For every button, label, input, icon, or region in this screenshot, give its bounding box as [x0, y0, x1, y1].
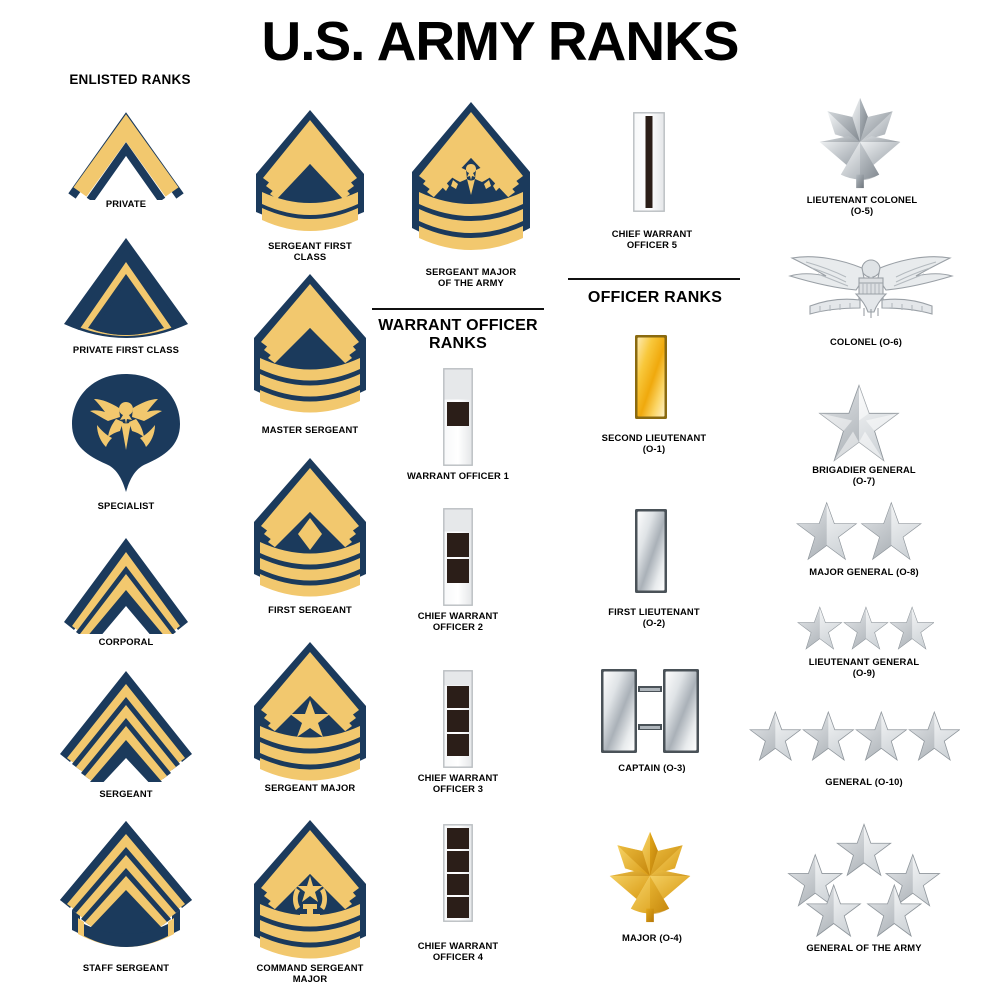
insignia-master-sergeant — [248, 272, 372, 418]
divider-officer — [568, 278, 740, 280]
insignia-first-lieutenant — [634, 508, 668, 594]
insignia-general — [748, 708, 960, 764]
rank-label-private-first-class: PRIVATE FIRST CLASS — [72, 344, 180, 355]
insignia-lieutenant-general — [796, 604, 934, 652]
rank-label-chief-warrant-officer-5: CHIEF WARRANT OFFICER 5 — [611, 228, 693, 251]
rank-label-general-of-the-army: GENERAL OF THE ARMY — [806, 942, 922, 953]
oak-leaf-gold — [609, 831, 691, 923]
section-heading-warrant: WARRANT OFFICER RANKS — [378, 317, 538, 352]
star-quad — [749, 710, 960, 762]
rank-label-corporal: CORPORAL — [98, 636, 154, 647]
rank-label-sergeant: SERGEANT — [99, 788, 153, 799]
rank-label-sergeant-first-class: SERGEANT FIRST CLASS — [268, 240, 352, 263]
rank-label-major-general: MAJOR GENERAL (O-8) — [809, 566, 919, 577]
rank-label-general: GENERAL (O-10) — [825, 776, 903, 787]
insignia-private-first-class — [60, 234, 192, 346]
rank-label-brigadier-general: BRIGADIER GENERAL (O-7) — [812, 464, 916, 487]
insignia-first-sergeant — [248, 456, 372, 602]
star-pentagon — [787, 823, 941, 938]
eagle-spread-wings — [788, 256, 954, 318]
rank-label-chief-warrant-officer-3: CHIEF WARRANT OFFICER 3 — [417, 772, 499, 795]
rank-label-lieutenant-colonel: LIEUTENANT COLONEL (O-5) — [806, 194, 918, 217]
rank-label-chief-warrant-officer-2: CHIEF WARRANT OFFICER 2 — [417, 610, 499, 633]
insignia-corporal — [60, 534, 192, 634]
insignia-lieutenant-colonel — [812, 92, 908, 192]
rank-label-command-sergeant-major: COMMAND SERGEANT MAJOR — [256, 962, 364, 985]
insignia-colonel — [776, 248, 966, 322]
rank-label-sergeant-major-of-the-army: SERGEANT MAJOR OF THE ARMY — [425, 266, 517, 289]
eagle-shield-device — [441, 164, 501, 195]
insignia-chief-warrant-officer-2 — [443, 508, 473, 606]
rank-label-master-sergeant: MASTER SERGEANT — [261, 424, 359, 435]
insignia-sergeant-first-class — [250, 108, 370, 236]
insignia-specialist — [68, 372, 184, 494]
insignia-second-lieutenant — [634, 334, 668, 420]
star-pair — [796, 501, 922, 561]
insignia-sergeant — [56, 668, 196, 782]
insignia-major-general — [784, 500, 934, 562]
rank-label-lieutenant-general: LIEUTENANT GENERAL (O-9) — [808, 656, 920, 679]
rank-label-sergeant-major: SERGEANT MAJOR — [264, 782, 356, 793]
rank-label-second-lieutenant: SECOND LIEUTENANT (O-1) — [601, 432, 707, 455]
rank-label-warrant-officer-1: WARRANT OFFICER 1 — [406, 470, 510, 481]
star-1 — [818, 384, 900, 462]
insignia-general-of-the-army — [776, 822, 952, 938]
oak-leaf-silver — [819, 97, 901, 189]
insignia-private — [66, 104, 186, 200]
section-heading-enlisted: ENLISTED RANKS — [69, 72, 191, 87]
rank-label-specialist: SPECIALIST — [97, 500, 155, 511]
insignia-chief-warrant-officer-4 — [443, 824, 473, 922]
insignia-chief-warrant-officer-5 — [633, 112, 665, 212]
section-heading-officer: OFFICER RANKS — [587, 289, 723, 306]
page-title: U.S. ARMY RANKS — [261, 10, 740, 72]
divider-warrant — [372, 308, 544, 310]
rank-label-chief-warrant-officer-4: CHIEF WARRANT OFFICER 4 — [417, 940, 499, 963]
insignia-warrant-officer-1 — [443, 368, 473, 466]
rank-label-first-sergeant: FIRST SERGEANT — [268, 604, 352, 615]
star-triple — [797, 606, 934, 650]
insignia-major — [602, 826, 698, 926]
insignia-staff-sergeant — [56, 818, 196, 958]
insignia-command-sergeant-major — [248, 818, 372, 964]
rank-label-captain: CAPTAIN (O-3) — [618, 762, 686, 773]
diamond-device — [298, 518, 322, 550]
rank-label-colonel: COLONEL (O-6) — [829, 336, 903, 347]
insignia-captain — [600, 668, 700, 754]
rank-label-private: PRIVATE — [105, 198, 147, 209]
insignia-sergeant-major-of-the-army — [406, 100, 536, 260]
insignia-sergeant-major — [248, 640, 372, 786]
insignia-brigadier-general — [800, 382, 918, 464]
rank-label-staff-sergeant: STAFF SERGEANT — [82, 962, 170, 973]
insignia-chief-warrant-officer-3 — [443, 670, 473, 768]
eagle-emblem — [90, 399, 162, 450]
star-device — [290, 700, 330, 737]
rank-label-major: MAJOR (O-4) — [622, 932, 682, 943]
rank-label-first-lieutenant: FIRST LIEUTENANT (O-2) — [608, 606, 700, 629]
